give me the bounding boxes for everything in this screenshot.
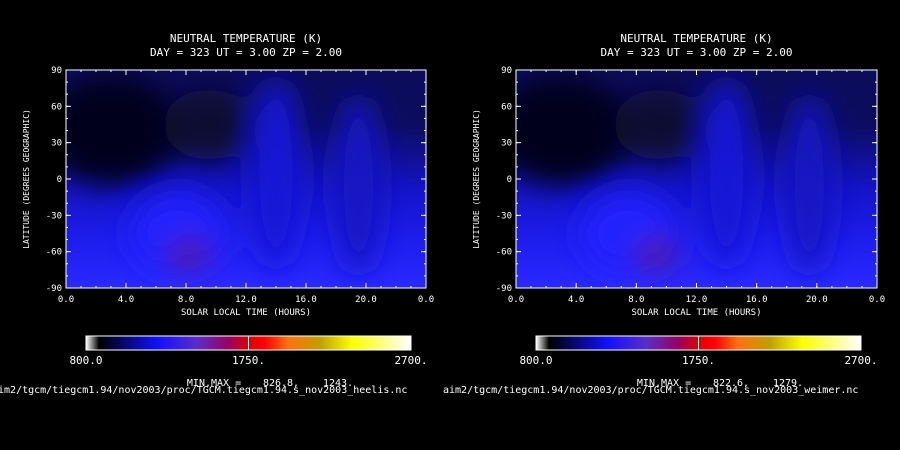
x-axis-label: SOLAR LOCAL TIME (HOURS): [631, 308, 761, 318]
x-tick-label: 8.0: [178, 295, 194, 305]
x-tick-label: 12.0: [235, 295, 257, 305]
source-path-2: aim2/tgcm/tiegcm1.94/nov2003/proc/TGCM.t…: [443, 385, 858, 396]
x-tick-label: 4.0: [118, 295, 134, 305]
x-tick-label: 8.0: [628, 295, 644, 305]
cold-region: [66, 75, 181, 186]
x-tick-label: 4.0: [568, 295, 584, 305]
y-tick-label: 60: [501, 102, 512, 112]
colorbar-max-label: 2700.: [844, 354, 877, 367]
max-value: 1279.: [773, 378, 803, 389]
y-axis-label: LATITUDE (DEGREES GEOGRAPHIC): [472, 109, 481, 249]
y-tick-label: 0: [57, 175, 62, 185]
minmax-label: MIN,MAX =: [187, 378, 241, 389]
source-path-1: aim2/tgcm/tiegcm1.94/nov2003/proc/TGCM.t…: [0, 385, 407, 396]
heatmap: [516, 70, 877, 288]
colorbar-min-label: 800.0: [69, 354, 102, 367]
y-tick-label: -30: [496, 211, 512, 221]
minmax-label: MIN,MAX =: [637, 378, 691, 389]
x-tick-label: 12.0: [686, 295, 708, 305]
x-tick-label: 0.0: [869, 295, 885, 305]
y-tick-label: 0: [507, 175, 512, 185]
colorbar-max-label: 2700.: [394, 354, 427, 367]
x-axis-label: SOLAR LOCAL TIME (HOURS): [181, 308, 311, 318]
colorbar-mid-label: 1750.: [232, 354, 265, 367]
y-axis-label: LATITUDE (DEGREES GEOGRAPHIC): [22, 109, 31, 249]
y-tick-label: -90: [46, 284, 62, 294]
x-tick-label: 16.0: [746, 295, 768, 305]
x-tick-label: 0.0: [58, 295, 74, 305]
y-tick-label: -90: [496, 284, 512, 294]
chart-subtitle: DAY = 323 UT = 3.00 ZP = 2.00: [600, 46, 792, 59]
cold-region: [516, 75, 632, 186]
colorbar-mid-label: 1750.: [682, 354, 715, 367]
y-tick-label: 30: [501, 139, 512, 149]
x-tick-label: 20.0: [806, 295, 828, 305]
chart-title: NEUTRAL TEMPERATURE (K): [170, 32, 322, 45]
x-tick-label: 0.0: [508, 295, 524, 305]
heatmap: [66, 70, 426, 288]
colorbar-min-label: 800.0: [519, 354, 552, 367]
x-tick-label: 16.0: [295, 295, 317, 305]
y-tick-label: 90: [51, 66, 62, 76]
max-value: 1243.: [323, 378, 353, 389]
min-value: 822.6,: [713, 378, 749, 389]
panel-1: NEUTRAL TEMPERATURE (K)DAY = 323 UT = 3.…: [22, 32, 434, 389]
min-value: 826.8,: [263, 378, 299, 389]
chart-subtitle: DAY = 323 UT = 3.00 ZP = 2.00: [150, 46, 342, 59]
x-tick-label: 0.0: [418, 295, 434, 305]
chart-title: NEUTRAL TEMPERATURE (K): [620, 32, 772, 45]
y-tick-label: -60: [496, 248, 512, 258]
y-tick-label: 30: [51, 139, 62, 149]
y-tick-label: 90: [501, 66, 512, 76]
x-tick-label: 20.0: [355, 295, 377, 305]
y-tick-label: -30: [46, 211, 62, 221]
y-tick-label: -60: [46, 248, 62, 258]
panel-2: NEUTRAL TEMPERATURE (K)DAY = 323 UT = 3.…: [472, 32, 885, 389]
y-tick-label: 60: [51, 102, 62, 112]
